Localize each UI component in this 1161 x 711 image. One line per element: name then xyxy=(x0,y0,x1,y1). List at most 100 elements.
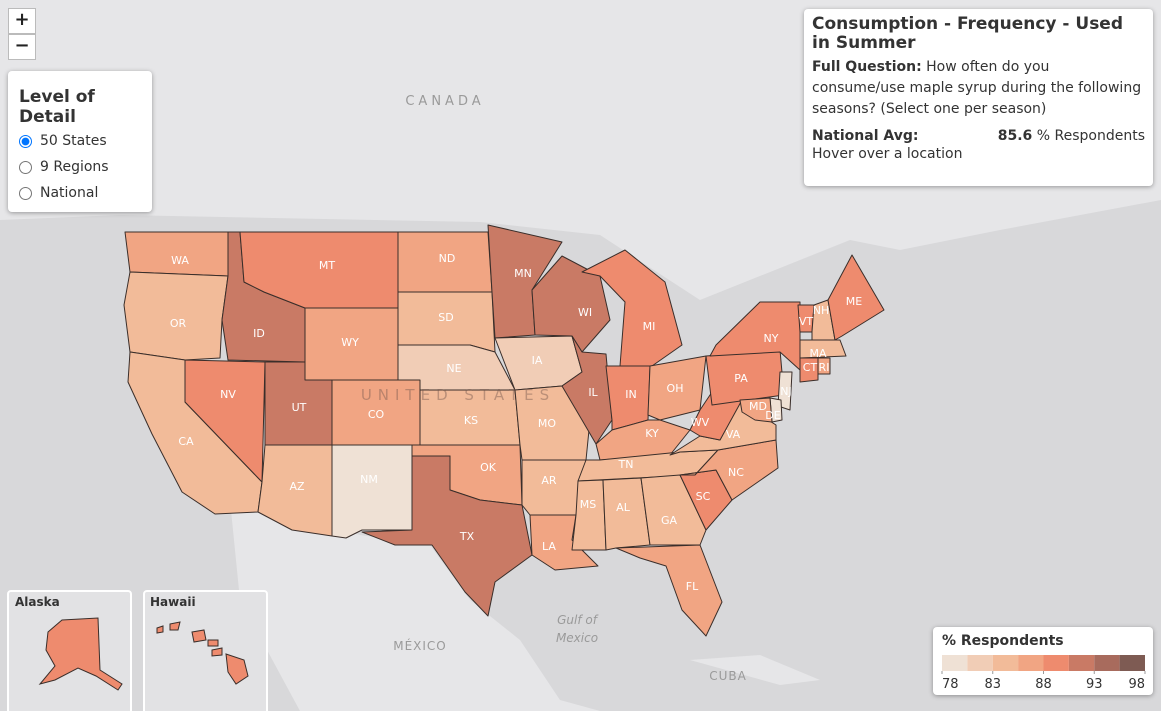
state-label: NC xyxy=(728,466,744,479)
legend-swatch xyxy=(1068,655,1095,671)
state-label: CA xyxy=(178,435,194,448)
state-label: WI xyxy=(578,306,592,319)
place-label: UNITED STATES xyxy=(361,386,555,404)
state[interactable] xyxy=(602,477,651,551)
legend-swatch xyxy=(1018,655,1044,671)
state-label: OR xyxy=(170,317,187,330)
state[interactable] xyxy=(361,455,533,617)
question-label: Full Question: xyxy=(812,59,922,75)
legend-swatch xyxy=(967,655,993,671)
state[interactable] xyxy=(647,355,707,421)
state-label: FL xyxy=(686,580,699,593)
legend-tick-label: 98 xyxy=(1128,677,1145,692)
legend-tick-label: 88 xyxy=(1035,677,1052,692)
avg-row: National Avg: 85.6 % Respondents xyxy=(812,128,1145,144)
legend-scale: 78 83 88 93 98 xyxy=(941,655,1146,692)
avg-unit: % Respondents xyxy=(1036,128,1145,144)
state-label: NY xyxy=(764,332,779,345)
inset-region[interactable] xyxy=(211,647,223,657)
hawaii-inset xyxy=(143,590,268,711)
radio[interactable] xyxy=(19,160,32,174)
state-label: IL xyxy=(588,386,598,399)
hover-hint: Hover over a location xyxy=(812,146,963,162)
state-label: NJ xyxy=(780,385,791,398)
state-label: VA xyxy=(726,428,741,441)
land-mexico xyxy=(230,500,600,711)
legend-tick-label: 78 xyxy=(942,677,959,692)
state[interactable] xyxy=(817,357,831,375)
state-label: UT xyxy=(292,401,307,414)
detail-option[interactable]: 9 Regions xyxy=(19,159,152,175)
radio[interactable] xyxy=(19,134,32,148)
state-label: KS xyxy=(464,414,478,427)
state-label: MS xyxy=(580,498,596,511)
land-cuba xyxy=(690,655,820,685)
state-label: IA xyxy=(532,354,543,367)
state-label: LA xyxy=(542,540,556,553)
state-label: AL xyxy=(616,501,631,514)
question-text: How often do you consume/use maple syrup… xyxy=(812,59,1142,117)
inset-region[interactable] xyxy=(191,629,207,643)
state[interactable] xyxy=(615,544,723,637)
detail-option[interactable]: 50 States xyxy=(19,133,152,149)
state[interactable] xyxy=(799,339,847,359)
state-label: MO xyxy=(538,417,556,430)
inset-title: Hawaii xyxy=(150,595,196,609)
detail-panel: Level of Detail 50 States 9 Regions Nation… xyxy=(8,71,152,212)
state-label: RI xyxy=(819,361,830,374)
inset-region[interactable] xyxy=(156,625,164,634)
place-label: CUBA xyxy=(709,669,747,683)
inset-region[interactable] xyxy=(38,617,123,691)
state[interactable] xyxy=(640,474,707,546)
state-label: DE xyxy=(765,409,780,422)
state[interactable] xyxy=(827,254,885,341)
inset-region[interactable] xyxy=(169,621,181,631)
state-label: PA xyxy=(734,372,748,385)
state-label: MD xyxy=(749,400,767,413)
avg-label: National Avg: xyxy=(812,128,919,144)
state-label: NH xyxy=(813,304,830,317)
state-label: GA xyxy=(661,514,678,527)
state-label: ND xyxy=(439,252,456,265)
question: Full Question: How often do you consume/… xyxy=(812,57,1145,120)
info-title: Consumption - Frequency - Used in Summer xyxy=(812,14,1124,53)
state-label: NE xyxy=(446,362,461,375)
state[interactable] xyxy=(123,271,229,361)
inset-region[interactable] xyxy=(207,639,219,647)
legend-swatch xyxy=(942,655,968,671)
state[interactable] xyxy=(531,255,611,353)
state[interactable] xyxy=(571,479,607,551)
legend-swatch xyxy=(1043,655,1069,671)
legend-title: % Respondents xyxy=(942,633,1064,649)
legend-tick-label: 83 xyxy=(984,677,1001,692)
legend: % Respondents 78 83 88 93 98 xyxy=(933,627,1153,695)
state-label: OK xyxy=(480,461,497,474)
legend-swatch xyxy=(992,655,1019,671)
info-panel: Consumption - Frequency - Used in Summer… xyxy=(804,9,1153,186)
state-label: TX xyxy=(459,530,475,543)
option-label: National xyxy=(40,185,99,201)
state-label: CO xyxy=(368,408,385,421)
state[interactable] xyxy=(739,397,773,423)
option-label: 50 States xyxy=(40,133,107,149)
detail-options: 50 States 9 Regions National xyxy=(8,133,152,201)
state-label: ME xyxy=(846,295,862,308)
state[interactable] xyxy=(331,444,413,539)
state-label: NV xyxy=(220,388,236,401)
state-label: ID xyxy=(253,327,265,340)
state[interactable] xyxy=(799,357,819,383)
inset-region[interactable] xyxy=(225,653,249,685)
avg: 85.6 % Respondents xyxy=(998,128,1145,144)
radio[interactable] xyxy=(19,186,32,200)
zoom-in[interactable]: + xyxy=(8,8,36,34)
state-label: AR xyxy=(541,474,557,487)
zoom-out[interactable]: − xyxy=(8,34,36,60)
state-label: KY xyxy=(645,427,659,440)
detail-option[interactable]: National xyxy=(19,185,152,201)
state-label: VT xyxy=(799,315,814,328)
state-label: MT xyxy=(319,259,335,272)
state-label: WV xyxy=(691,416,710,429)
state-label: WY xyxy=(341,336,359,349)
states: WA OR CA NV ID MT WY UT CO AZ NM ND SD NE KS OK TX MN IA MO… xyxy=(123,224,885,637)
